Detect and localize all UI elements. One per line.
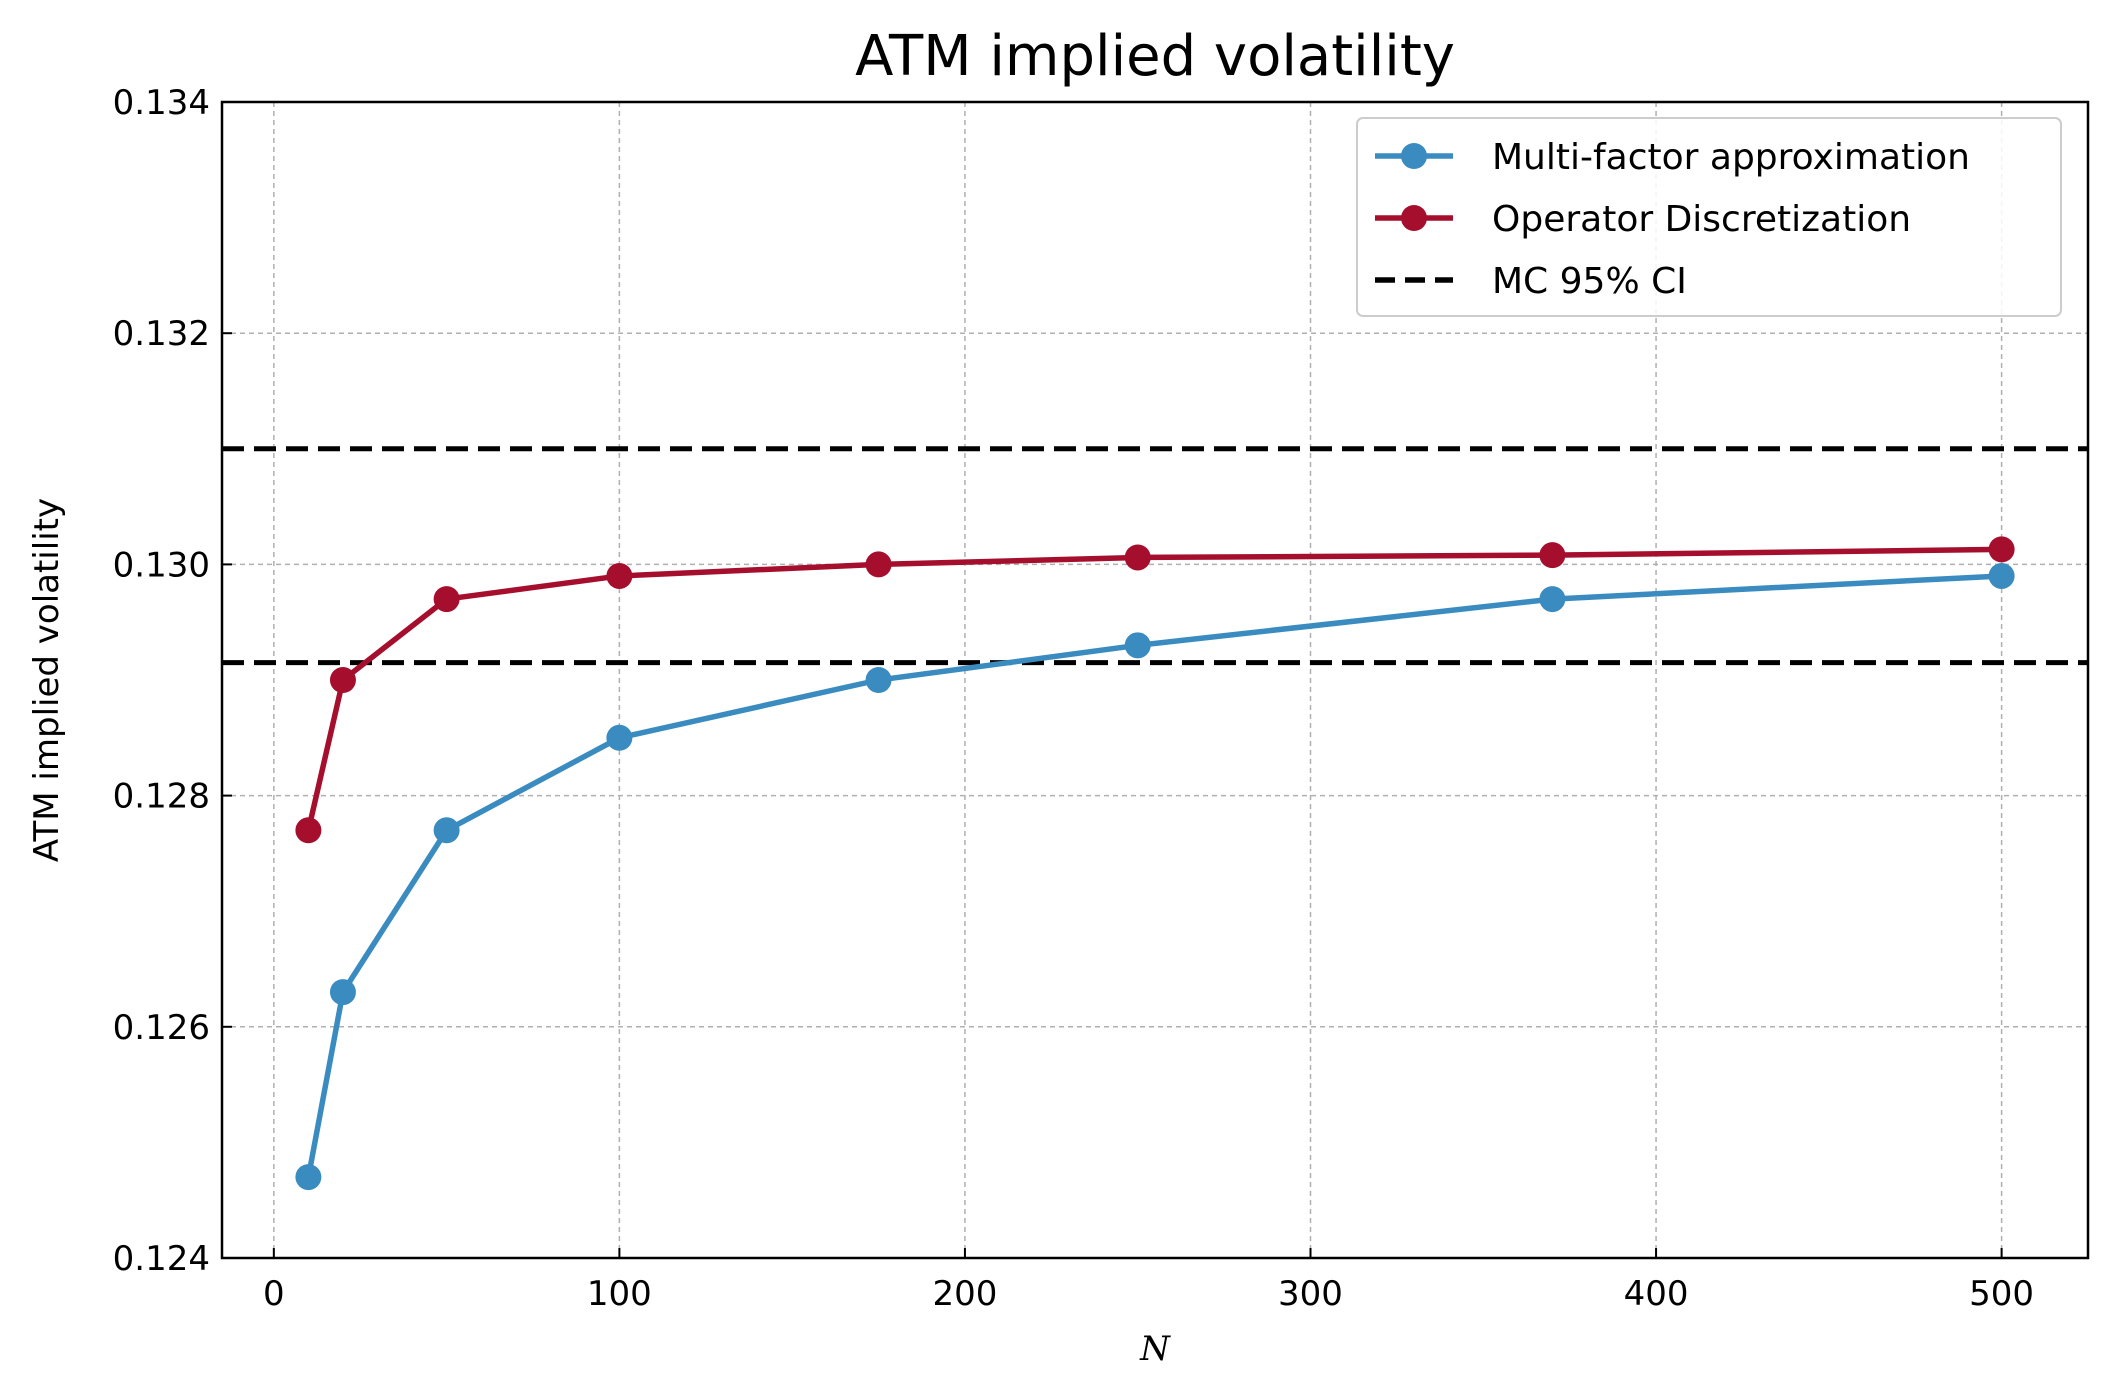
- legend-label: Operator Discretization: [1492, 199, 1911, 240]
- data-point: [433, 817, 460, 844]
- chart-title: ATM implied volatility: [855, 24, 1455, 89]
- mc-ci-lines: [222, 446, 2088, 666]
- data-point: [295, 1164, 322, 1191]
- x-tick-label: 200: [932, 1274, 997, 1314]
- x-axis-ticks: 0 100 200 300 400 500: [263, 1248, 2034, 1314]
- legend-label: MC 95% CI: [1492, 261, 1687, 302]
- y-axis-ticks: 0.124 0.126 0.128 0.130 0.132 0.134: [113, 83, 232, 1279]
- y-tick-label: 0.124: [113, 1239, 210, 1279]
- x-tick-label: 300: [1278, 1274, 1343, 1314]
- data-point: [1124, 632, 1151, 659]
- data-point: [295, 817, 322, 844]
- x-tick-label: 500: [1969, 1274, 2034, 1314]
- y-tick-label: 0.130: [113, 545, 210, 585]
- data-point: [1539, 542, 1566, 569]
- series-line: [305, 546, 2002, 831]
- series-layer: [295, 536, 2015, 1191]
- legend-label: Multi-factor approximation: [1492, 137, 1970, 178]
- data-point: [606, 724, 633, 751]
- data-point: [606, 562, 633, 589]
- series-line: [305, 573, 2002, 1178]
- data-point: [1539, 586, 1566, 613]
- data-point: [1124, 544, 1151, 571]
- data-point: [1988, 562, 2015, 589]
- y-tick-label: 0.132: [113, 314, 210, 354]
- data-point: [865, 551, 892, 578]
- data-point: [865, 667, 892, 693]
- legend-marker: [1401, 143, 1427, 169]
- legend: Multi-factor approximation Operator Discr…: [1356, 117, 2062, 317]
- plot-frame: [220, 100, 2090, 1260]
- data-point: [329, 979, 356, 1006]
- x-tick-label: 0: [263, 1274, 285, 1314]
- legend-box: [1356, 117, 2062, 317]
- x-tick-label: 400: [1624, 1274, 1689, 1314]
- x-tick-label: 100: [587, 1274, 652, 1314]
- x-axis-label: N: [1139, 1329, 1171, 1369]
- series-0: [295, 562, 2015, 1191]
- data-point: [433, 586, 460, 613]
- data-point: [329, 667, 356, 693]
- y-tick-label: 0.126: [113, 1008, 210, 1048]
- y-axis-label: ATM implied volatility: [27, 498, 67, 862]
- y-tick-label: 0.128: [113, 777, 210, 817]
- legend-marker: [1401, 205, 1427, 231]
- y-tick-label: 0.134: [113, 83, 210, 123]
- series-1: [295, 536, 2015, 844]
- data-point: [1988, 536, 2015, 563]
